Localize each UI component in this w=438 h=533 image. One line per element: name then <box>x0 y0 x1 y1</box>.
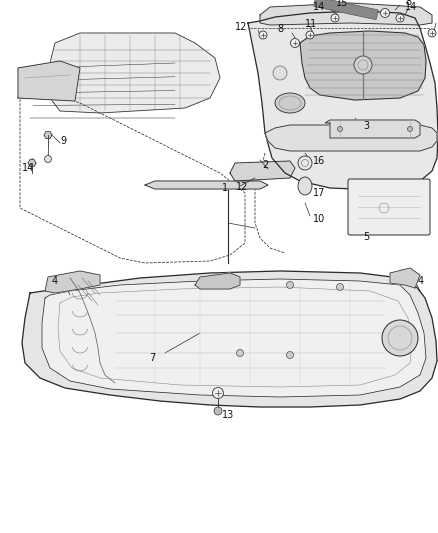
Text: 5: 5 <box>363 232 369 242</box>
Circle shape <box>45 156 52 163</box>
Polygon shape <box>45 271 100 293</box>
Text: 12: 12 <box>236 182 248 192</box>
Text: 13: 13 <box>222 410 234 420</box>
Circle shape <box>212 387 223 399</box>
Circle shape <box>259 31 267 39</box>
Polygon shape <box>195 273 240 289</box>
Text: 14: 14 <box>22 163 34 173</box>
Ellipse shape <box>298 177 312 195</box>
Text: 10: 10 <box>313 214 325 224</box>
Circle shape <box>290 38 300 47</box>
Circle shape <box>286 351 293 359</box>
Text: 16: 16 <box>313 156 325 166</box>
Text: 15: 15 <box>336 0 348 8</box>
Text: 11: 11 <box>305 19 317 29</box>
Text: 14: 14 <box>405 2 417 12</box>
Polygon shape <box>42 279 426 397</box>
Polygon shape <box>22 271 437 407</box>
Polygon shape <box>248 11 438 190</box>
Polygon shape <box>325 120 420 138</box>
Text: 7: 7 <box>149 353 155 363</box>
Circle shape <box>382 320 418 356</box>
Text: 4: 4 <box>52 276 58 286</box>
Circle shape <box>306 31 314 39</box>
Text: 17: 17 <box>313 188 325 198</box>
Circle shape <box>331 14 339 22</box>
Polygon shape <box>230 161 295 181</box>
FancyBboxPatch shape <box>348 179 430 235</box>
Circle shape <box>214 407 222 415</box>
Polygon shape <box>18 61 80 101</box>
Polygon shape <box>44 132 52 139</box>
Polygon shape <box>390 268 420 288</box>
Circle shape <box>407 126 413 132</box>
Text: 8: 8 <box>405 0 411 7</box>
Circle shape <box>381 9 389 18</box>
Text: 3: 3 <box>363 121 369 131</box>
Ellipse shape <box>275 93 305 113</box>
Polygon shape <box>265 125 437 151</box>
Circle shape <box>286 281 293 288</box>
Text: 12: 12 <box>235 22 247 32</box>
Text: 14: 14 <box>313 2 325 12</box>
Text: 2: 2 <box>262 160 268 170</box>
Text: 4: 4 <box>418 276 424 286</box>
Circle shape <box>338 126 343 132</box>
Circle shape <box>354 56 372 74</box>
Circle shape <box>237 350 244 357</box>
Polygon shape <box>260 3 432 25</box>
Polygon shape <box>50 33 220 113</box>
Text: 1: 1 <box>222 183 228 193</box>
Circle shape <box>298 156 312 170</box>
Circle shape <box>428 29 436 37</box>
Polygon shape <box>300 31 426 100</box>
Circle shape <box>336 284 343 290</box>
Polygon shape <box>28 159 36 166</box>
Text: 8: 8 <box>278 24 284 34</box>
Polygon shape <box>145 181 268 189</box>
Circle shape <box>273 66 287 80</box>
Circle shape <box>396 14 404 22</box>
Text: 9: 9 <box>60 136 66 146</box>
FancyBboxPatch shape <box>314 0 378 20</box>
